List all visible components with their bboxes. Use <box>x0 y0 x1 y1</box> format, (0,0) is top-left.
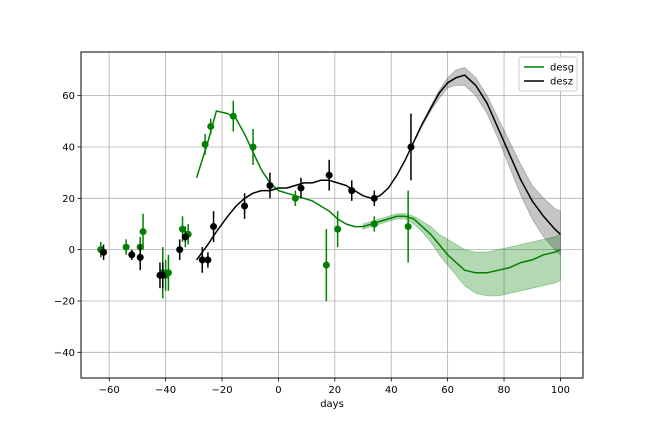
desz-point <box>325 171 333 179</box>
x-tick-label: −60 <box>99 385 120 396</box>
desz-point <box>159 271 167 279</box>
desg-point <box>322 261 330 269</box>
desg-point <box>207 122 215 130</box>
desz-point <box>210 223 218 231</box>
y-tick-label: −20 <box>54 296 75 307</box>
desg-point <box>201 140 209 148</box>
grid-lines <box>81 52 583 378</box>
desz-point <box>407 143 415 151</box>
desz-point <box>198 256 206 264</box>
x-tick-label: 0 <box>275 385 281 396</box>
y-tick-label: −40 <box>54 348 75 359</box>
x-tick-label: −20 <box>211 385 232 396</box>
axis-ticks: −60 −40 −20 0 20 40 60 80 100 −40 −20 0 20 40 60 <box>54 91 570 396</box>
data-points <box>97 100 415 301</box>
desz-point <box>266 181 274 189</box>
x-tick-label: 40 <box>385 385 398 396</box>
desg-point <box>404 223 412 231</box>
x-axis-label: days <box>320 399 344 410</box>
x-tick-label: 60 <box>441 385 454 396</box>
desz-band <box>371 66 561 256</box>
desg-point <box>139 228 147 236</box>
x-tick-label: −40 <box>155 385 176 396</box>
confidence-bands <box>362 66 561 297</box>
desz-point <box>100 248 108 256</box>
desg-point <box>164 269 172 277</box>
y-tick-label: 20 <box>62 194 75 205</box>
desz-point <box>128 251 136 259</box>
desz-point <box>181 233 189 241</box>
y-tick-label: 0 <box>69 245 75 256</box>
y-tick-label: 60 <box>62 91 75 102</box>
desg-point <box>291 194 299 202</box>
desg-point <box>249 143 257 151</box>
legend: desg desz <box>518 56 578 92</box>
desz-point <box>204 256 212 264</box>
desg-point <box>229 112 237 120</box>
desg-point <box>122 243 130 251</box>
legend-box <box>518 56 578 92</box>
y-tick-label: 40 <box>62 142 75 153</box>
x-tick-label: 20 <box>328 385 341 396</box>
desz-point <box>136 253 144 261</box>
desz-point <box>297 184 305 192</box>
legend-label-desz: desz <box>550 77 573 88</box>
desg-point <box>334 225 342 233</box>
x-tick-label: 80 <box>498 385 511 396</box>
desz-point <box>348 187 356 195</box>
desg-point <box>370 220 378 228</box>
x-tick-label: 100 <box>551 385 570 396</box>
legend-label-desg: desg <box>550 63 574 74</box>
desg-point <box>179 225 187 233</box>
desz-point <box>370 194 378 202</box>
desz-point <box>176 246 184 254</box>
plot-frame <box>80 51 584 379</box>
desz-point <box>241 202 249 210</box>
desg-band <box>362 213 561 297</box>
